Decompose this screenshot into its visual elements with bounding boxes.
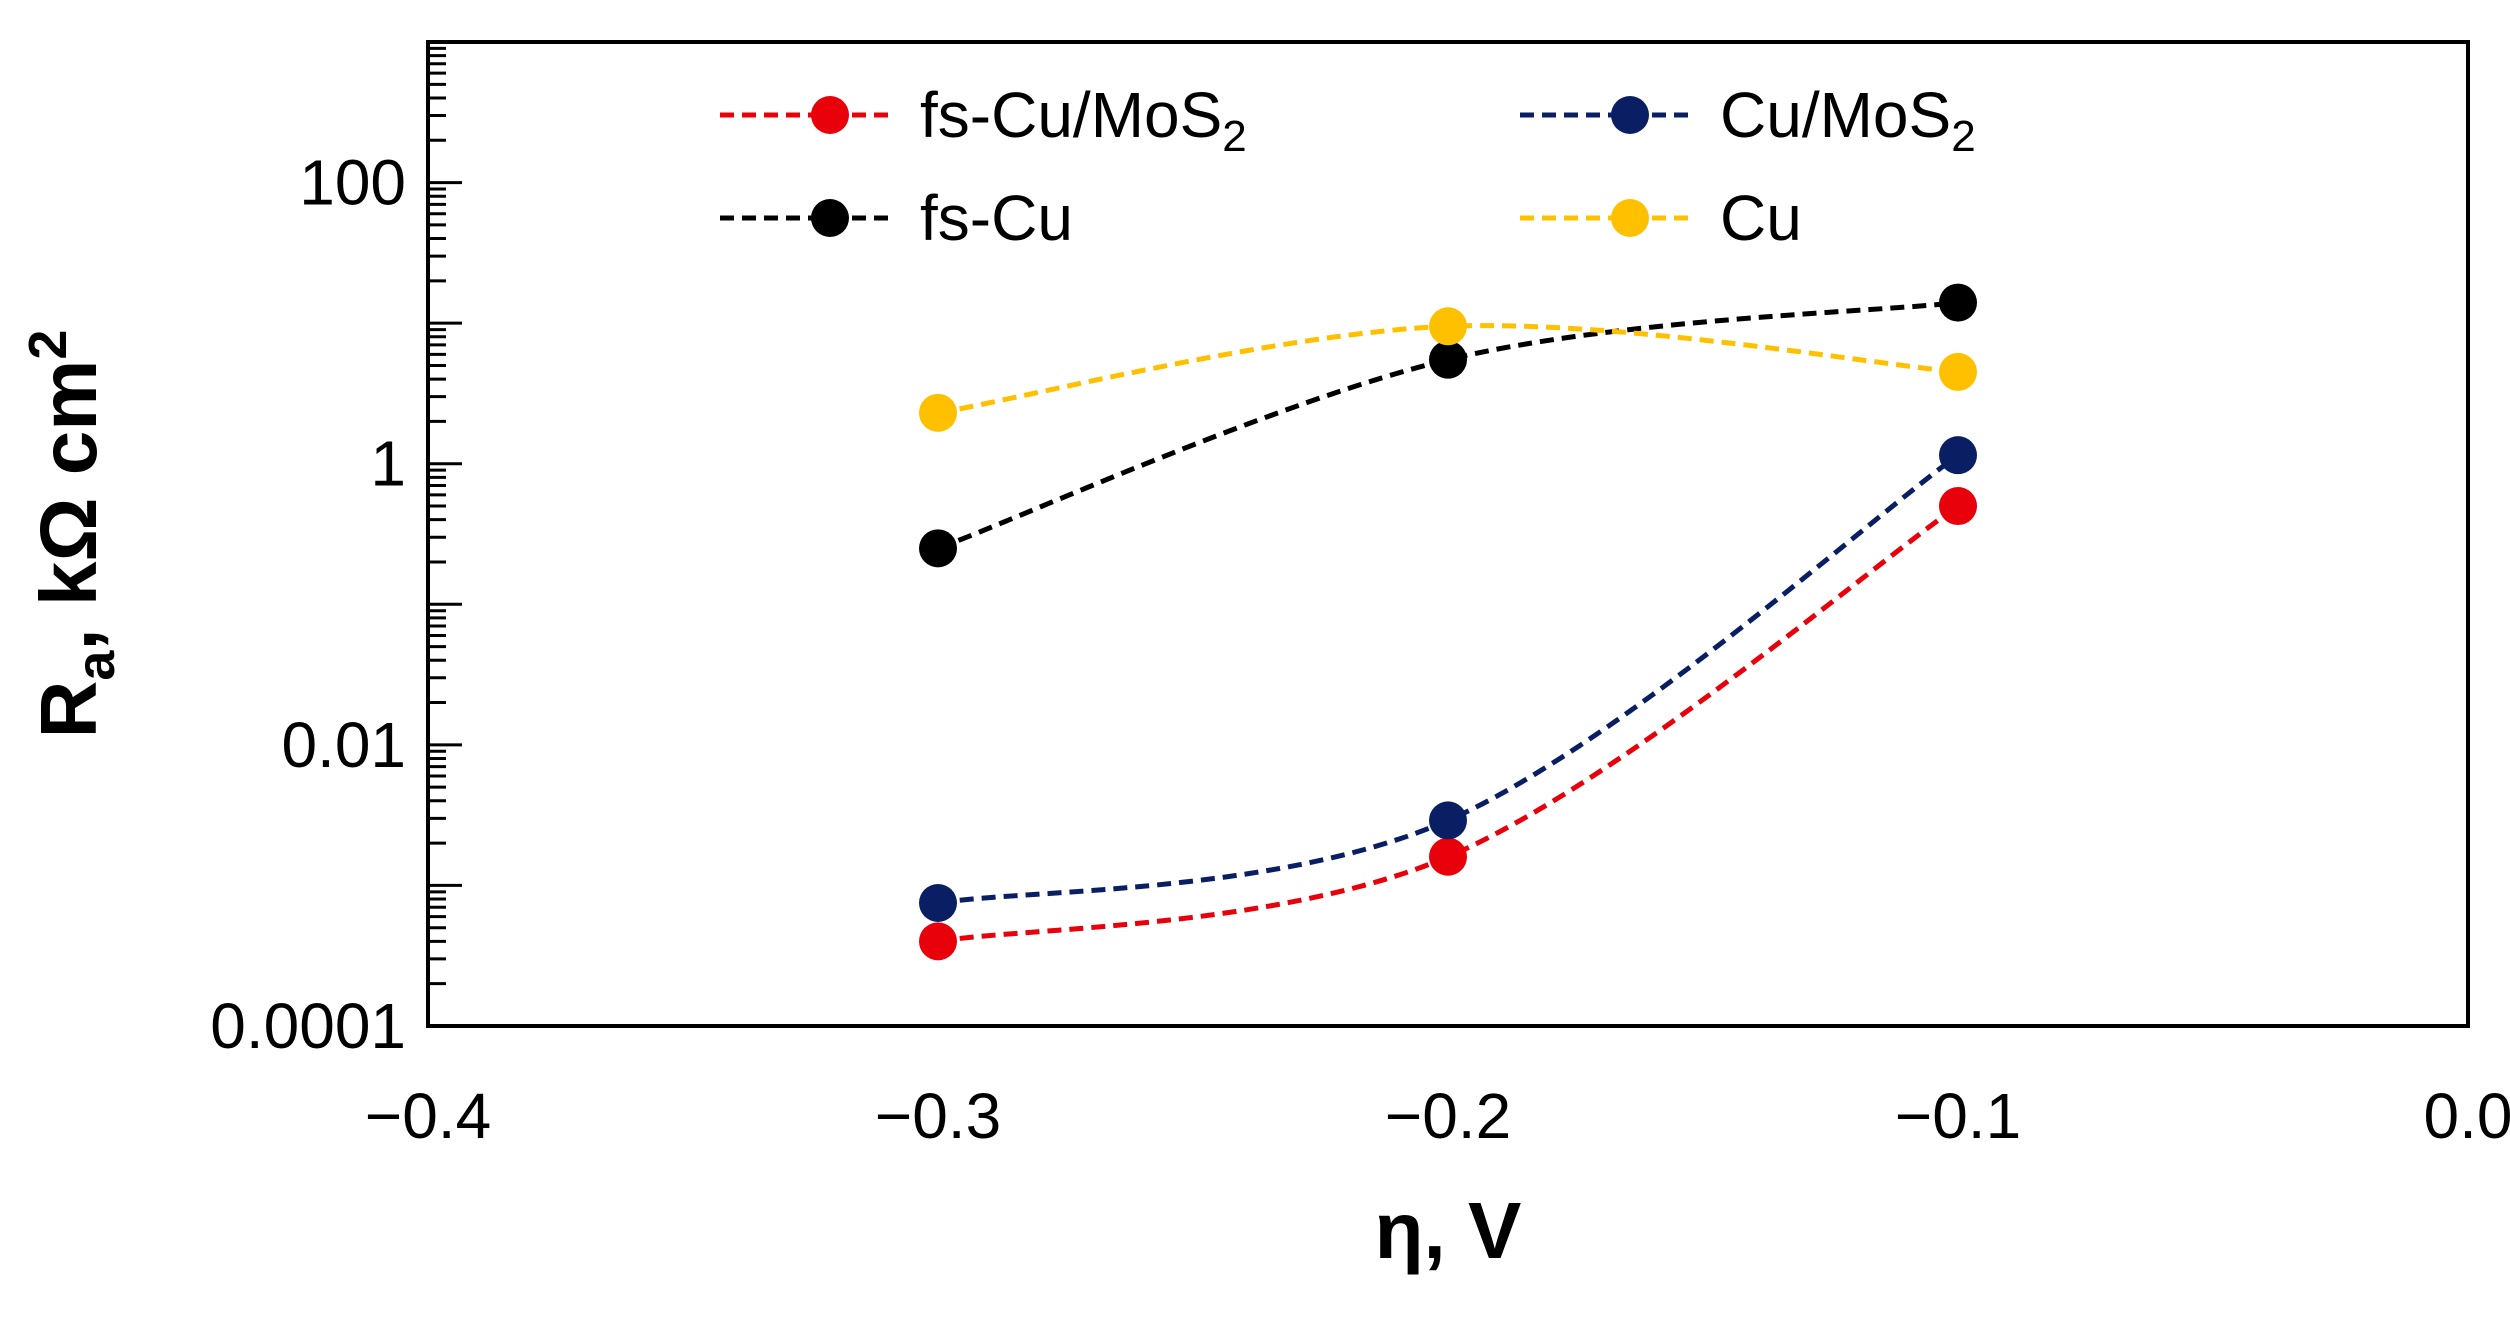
y-tick-label: 0.0001 [210,990,406,1062]
data-point-fs-cu [1939,283,1977,322]
plot-frame [426,40,2470,1028]
legend-item-fs-cu-mos2: fs-Cu/MoS2 [720,79,1247,161]
legend-marker [811,96,849,134]
legend-label: fs-Cu/MoS2 [920,79,1247,161]
y-tick-label: 0.01 [281,709,406,781]
y-axis-title: Ra, kΩ cm2 [18,330,126,739]
data-point-cu [919,393,957,432]
data-point-cu-mos2 [1939,436,1977,475]
series-line-fs-cu [937,300,1959,551]
data-point-fs-cu [1429,340,1467,379]
x-tick-label: 0.0 [2424,1080,2510,1152]
data-point-fs-cu [919,529,957,568]
x-axis-title: η, V [1375,1186,1522,1275]
data-point-fs-cu-mos2 [919,922,957,961]
y-tick-label: 100 [299,147,406,219]
legend-item-cu: Cu [1520,182,1802,254]
data-point-cu [1429,307,1467,346]
legend-marker [1611,199,1649,237]
legend-label: Cu [1720,182,1802,254]
x-tick-label: −0.3 [875,1080,1001,1152]
series-line-fs-cu-mos2 [937,503,1960,944]
legend-marker [1611,96,1649,134]
x-tick-label: −0.1 [1895,1080,2021,1152]
y-tick-label: 1 [370,428,406,500]
x-tick-label: −0.2 [1385,1080,1511,1152]
legend-label: Cu/MoS2 [1720,79,1976,161]
legend-marker [811,199,849,237]
data-point-cu-mos2 [919,883,957,922]
legend-item-fs-cu: fs-Cu [720,182,1073,254]
data-point-cu-mos2 [1429,801,1467,840]
data-point-fs-cu-mos2 [1939,487,1977,526]
x-tick-label: −0.4 [365,1080,491,1152]
legend-item-cu-mos2: Cu/MoS2 [1520,79,1976,161]
data-point-cu [1939,352,1977,391]
data-point-fs-cu-mos2 [1429,837,1467,876]
legend-label: fs-Cu [920,182,1073,254]
